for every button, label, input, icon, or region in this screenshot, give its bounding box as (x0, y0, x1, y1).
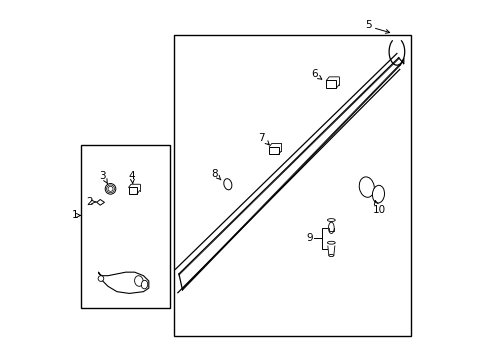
Ellipse shape (106, 185, 114, 193)
Ellipse shape (327, 241, 335, 244)
Ellipse shape (98, 276, 103, 282)
Text: 4: 4 (128, 171, 135, 181)
Ellipse shape (108, 186, 113, 192)
Text: 1: 1 (72, 211, 78, 220)
Text: 10: 10 (372, 205, 385, 215)
Ellipse shape (327, 219, 335, 221)
Ellipse shape (105, 184, 116, 194)
Text: 2: 2 (86, 197, 93, 207)
Text: 7: 7 (258, 133, 264, 143)
Bar (173, 35, 410, 336)
Polygon shape (97, 199, 104, 205)
Bar (128, 188, 137, 194)
Bar (325, 80, 336, 88)
Ellipse shape (328, 255, 333, 257)
Ellipse shape (134, 276, 143, 286)
Ellipse shape (359, 177, 373, 197)
Text: 3: 3 (99, 171, 106, 181)
Ellipse shape (328, 222, 333, 234)
Ellipse shape (141, 280, 147, 289)
Text: 6: 6 (311, 69, 317, 79)
Bar (269, 147, 278, 154)
Text: 9: 9 (306, 234, 313, 243)
Text: 8: 8 (211, 169, 217, 179)
Ellipse shape (372, 185, 384, 203)
Polygon shape (327, 246, 334, 256)
Text: 5: 5 (365, 20, 371, 30)
Bar (81, 145, 170, 307)
Ellipse shape (224, 179, 231, 190)
